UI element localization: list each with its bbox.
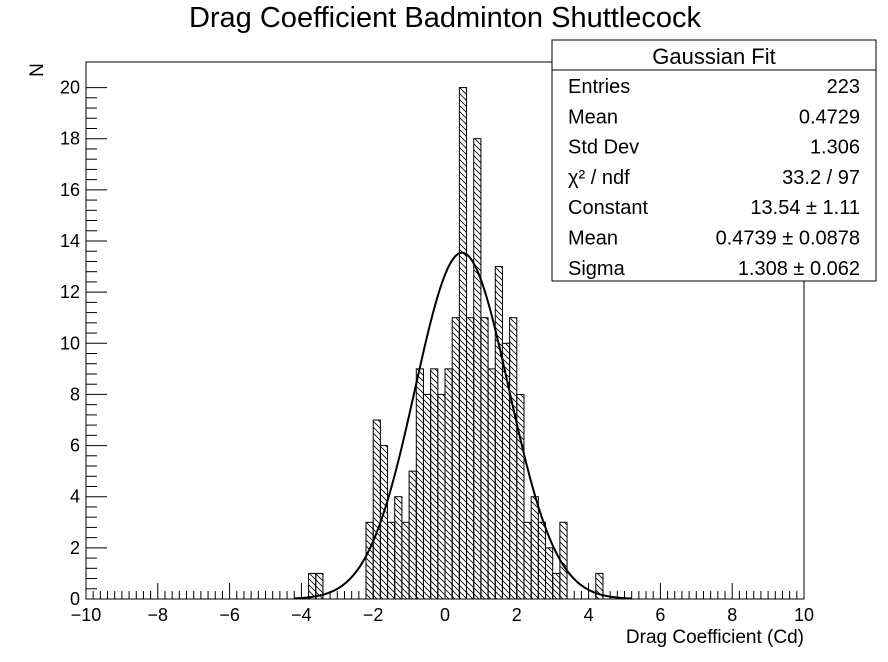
y-tick-label: 8 [70, 384, 80, 404]
x-tick-label: 6 [655, 605, 665, 625]
stats-rows: Entries 223 Mean 0.4729 Std Dev 1.306 χ² / ndf… [568, 76, 860, 280]
stats-row-value: 0.4739 ± 0.0878 [716, 228, 860, 250]
histogram-bar [422, 393, 432, 600]
histogram-bar [487, 368, 496, 600]
x-tick-label: −10 [71, 605, 102, 625]
y-tick-label: 16 [60, 180, 80, 200]
histogram-bar [308, 572, 317, 600]
stats-row-label: Mean [568, 106, 618, 128]
histogram-bar [408, 470, 417, 600]
y-axis-label: N [27, 63, 48, 77]
y-tick-label: 2 [70, 538, 80, 558]
y-tick-label: 20 [60, 78, 80, 98]
stats-row-label: Sigma [568, 258, 626, 280]
histogram-bar [501, 342, 511, 600]
stats-row-value: 223 [827, 76, 860, 98]
stats-row-value: 1.308 ± 0.062 [738, 258, 860, 280]
histogram-bar [466, 317, 475, 600]
x-tick-label: 2 [512, 605, 522, 625]
x-tick-label: 4 [584, 605, 594, 625]
stats-row-value: 13.54 ± 1.11 [750, 197, 860, 219]
histogram-bar [552, 572, 561, 600]
y-tick-label: 4 [70, 487, 80, 507]
histogram-bar [523, 521, 532, 600]
histogram-bars [308, 87, 604, 600]
histogram-bar [430, 368, 439, 600]
histogram-bar [537, 521, 547, 600]
histogram-bar [437, 393, 446, 600]
stats-box-title: Gaussian Fit [652, 44, 776, 69]
histogram-bar [444, 368, 453, 600]
y-tick-label: 6 [70, 436, 80, 456]
y-tick-label: 10 [60, 333, 80, 353]
histogram-bar [415, 368, 424, 600]
y-tick-label: 0 [70, 589, 80, 609]
x-tick-label: 8 [727, 605, 737, 625]
stats-row-label: Constant [568, 197, 648, 219]
histogram-bar [509, 317, 518, 600]
stats-box: Gaussian Fit Entries 223 Mean 0.4729 Std Dev… [551, 39, 877, 282]
histogram-bar [494, 266, 503, 600]
x-tick-label: −8 [148, 605, 169, 625]
stats-row-value: 1.306 [810, 137, 860, 159]
histogram-bar [545, 547, 554, 600]
x-tick-label: −6 [219, 605, 240, 625]
histogram-bar [451, 317, 460, 600]
histogram-bar [365, 521, 374, 600]
x-axis-label: Drag Coefficient (Cd) [626, 627, 804, 648]
stats-row-value: 33.2 / 97 [782, 167, 860, 189]
stats-row-label: Mean [568, 228, 618, 250]
axes: −10 −8 −6 −4 −2 0 2 4 6 8 10 0 2 4 6 8 10 12 14 16 18 20 [60, 78, 814, 625]
stats-row-label: Std Dev [568, 137, 639, 159]
stats-row-label: χ² / ndf [568, 167, 630, 189]
x-tick-label: 10 [794, 605, 814, 625]
x-tick-label: −2 [363, 605, 384, 625]
histogram-bar [372, 419, 381, 600]
chart-title: Drag Coefficient Badminton Shuttlecock [189, 2, 702, 34]
stats-row-value: 0.4729 [799, 106, 860, 128]
stats-row-label: Entries [568, 76, 630, 98]
y-tick-label: 12 [60, 282, 80, 302]
y-tick-label: 18 [60, 129, 80, 149]
gaussian-fit-curve [294, 251, 632, 600]
histogram-bar [394, 496, 403, 600]
x-tick-label: −4 [291, 605, 312, 625]
histogram-bar [458, 87, 468, 600]
histogram-bar [480, 317, 489, 600]
histogram-bar [473, 138, 482, 600]
histogram-bar [387, 521, 396, 600]
y-tick-label: 14 [60, 231, 80, 251]
histogram-bar [401, 521, 410, 600]
histogram-bar [530, 496, 539, 600]
x-tick-label: 0 [440, 605, 450, 625]
